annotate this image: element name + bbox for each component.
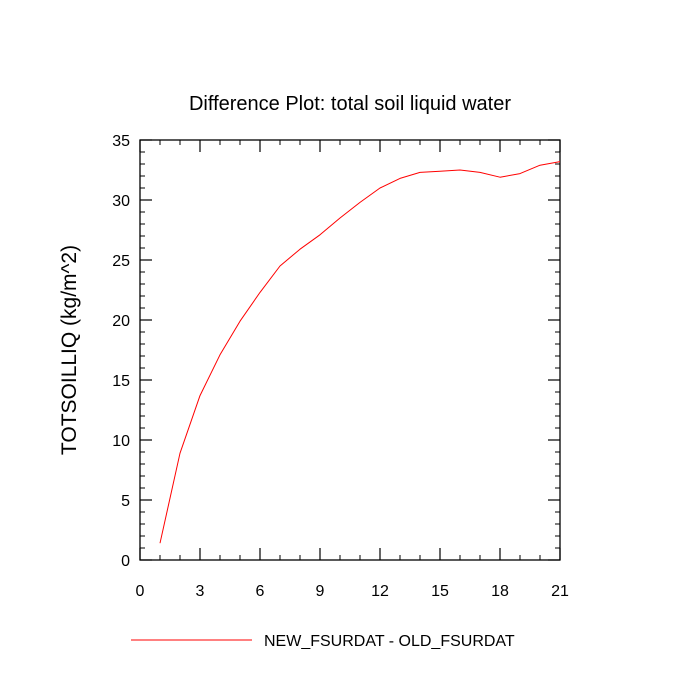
y-tick-label: 25 xyxy=(112,253,130,270)
x-tick-label: 18 xyxy=(491,583,509,600)
x-tick-label: 0 xyxy=(136,583,145,600)
plot-series xyxy=(159,161,561,544)
x-tick-label: 15 xyxy=(431,583,449,600)
y-axis-label: TOTSOILLIQ (kg/m^2) xyxy=(58,245,81,455)
y-tick-label: 35 xyxy=(112,133,130,150)
x-tick-label: 12 xyxy=(371,583,389,600)
plot-frame xyxy=(139,139,561,561)
x-tick-label: 21 xyxy=(551,583,569,600)
x-tick-label: 6 xyxy=(256,583,265,600)
y-tick-label: 0 xyxy=(121,553,130,570)
legend: NEW_FSURDAT - OLD_FSURDAT xyxy=(131,633,515,650)
y-tick-label: 5 xyxy=(121,493,130,510)
y-tick-label: 20 xyxy=(112,313,130,330)
axes: 0 3 6 9 12 15 18 21 0 5 10 15 20 25 30 35 xyxy=(112,133,569,600)
x-tick-label: 9 xyxy=(316,583,325,600)
x-tick-label: 3 xyxy=(196,583,205,600)
y-tick-label: 30 xyxy=(112,193,130,210)
series-line-0 xyxy=(159,161,561,544)
y-tick-label: 10 xyxy=(112,433,130,450)
legend-label: NEW_FSURDAT - OLD_FSURDAT xyxy=(264,633,515,650)
chart-title: Difference Plot: total soil liquid water xyxy=(189,93,511,115)
y-tick-label: 15 xyxy=(112,373,130,390)
